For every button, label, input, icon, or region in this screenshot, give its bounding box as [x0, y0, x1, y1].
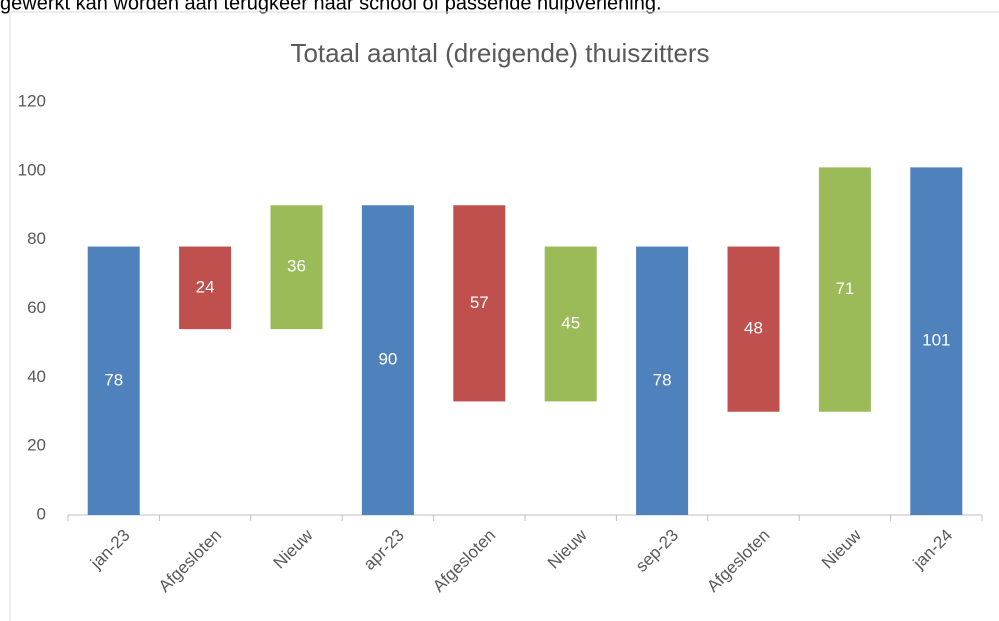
bar	[453, 205, 506, 402]
x-tick-label: apr-23	[360, 526, 408, 574]
x-tick-label: Nieuw	[544, 525, 591, 572]
y-tick-label: 60	[27, 298, 46, 317]
bar	[270, 205, 323, 330]
data-label: 36	[287, 257, 306, 276]
data-label: 101	[922, 331, 950, 350]
x-tick-label: Nieuw	[270, 525, 317, 572]
y-tick-label: 80	[27, 229, 46, 248]
x-tick-label: sep-23	[632, 526, 682, 576]
bar	[727, 246, 780, 412]
data-label: 48	[744, 319, 763, 338]
x-tick-label: jan-23	[86, 526, 134, 574]
bar	[636, 246, 689, 516]
x-tick-label: Afgesloten	[703, 526, 773, 596]
data-label: 71	[835, 279, 854, 298]
y-tick-label: 100	[18, 160, 46, 179]
x-tick-label: Nieuw	[818, 525, 865, 572]
y-tick-label: 0	[37, 504, 46, 523]
data-label: 78	[653, 370, 672, 389]
y-tick-label: 40	[27, 367, 46, 386]
document-text: gewerkt kan worden aan terugkeer naar sc…	[0, 0, 662, 14]
data-label: 24	[196, 277, 215, 296]
data-label: 78	[104, 370, 123, 389]
x-tick-label: Afgesloten	[155, 526, 225, 596]
y-tick-label: 120	[18, 91, 46, 110]
data-label: 90	[378, 350, 397, 369]
chart-title: Totaal aantal (dreigende) thuiszitters	[290, 38, 709, 68]
bar	[818, 167, 871, 412]
x-tick-label: jan-24	[909, 526, 957, 574]
bar	[910, 167, 963, 515]
bar	[361, 205, 414, 515]
data-label: 45	[561, 313, 580, 332]
bar	[179, 246, 232, 330]
x-tick-label: Afgesloten	[429, 526, 499, 596]
bar	[87, 246, 140, 516]
data-label: 57	[470, 293, 489, 312]
bar	[544, 246, 597, 402]
y-tick-label: 20	[27, 436, 46, 455]
